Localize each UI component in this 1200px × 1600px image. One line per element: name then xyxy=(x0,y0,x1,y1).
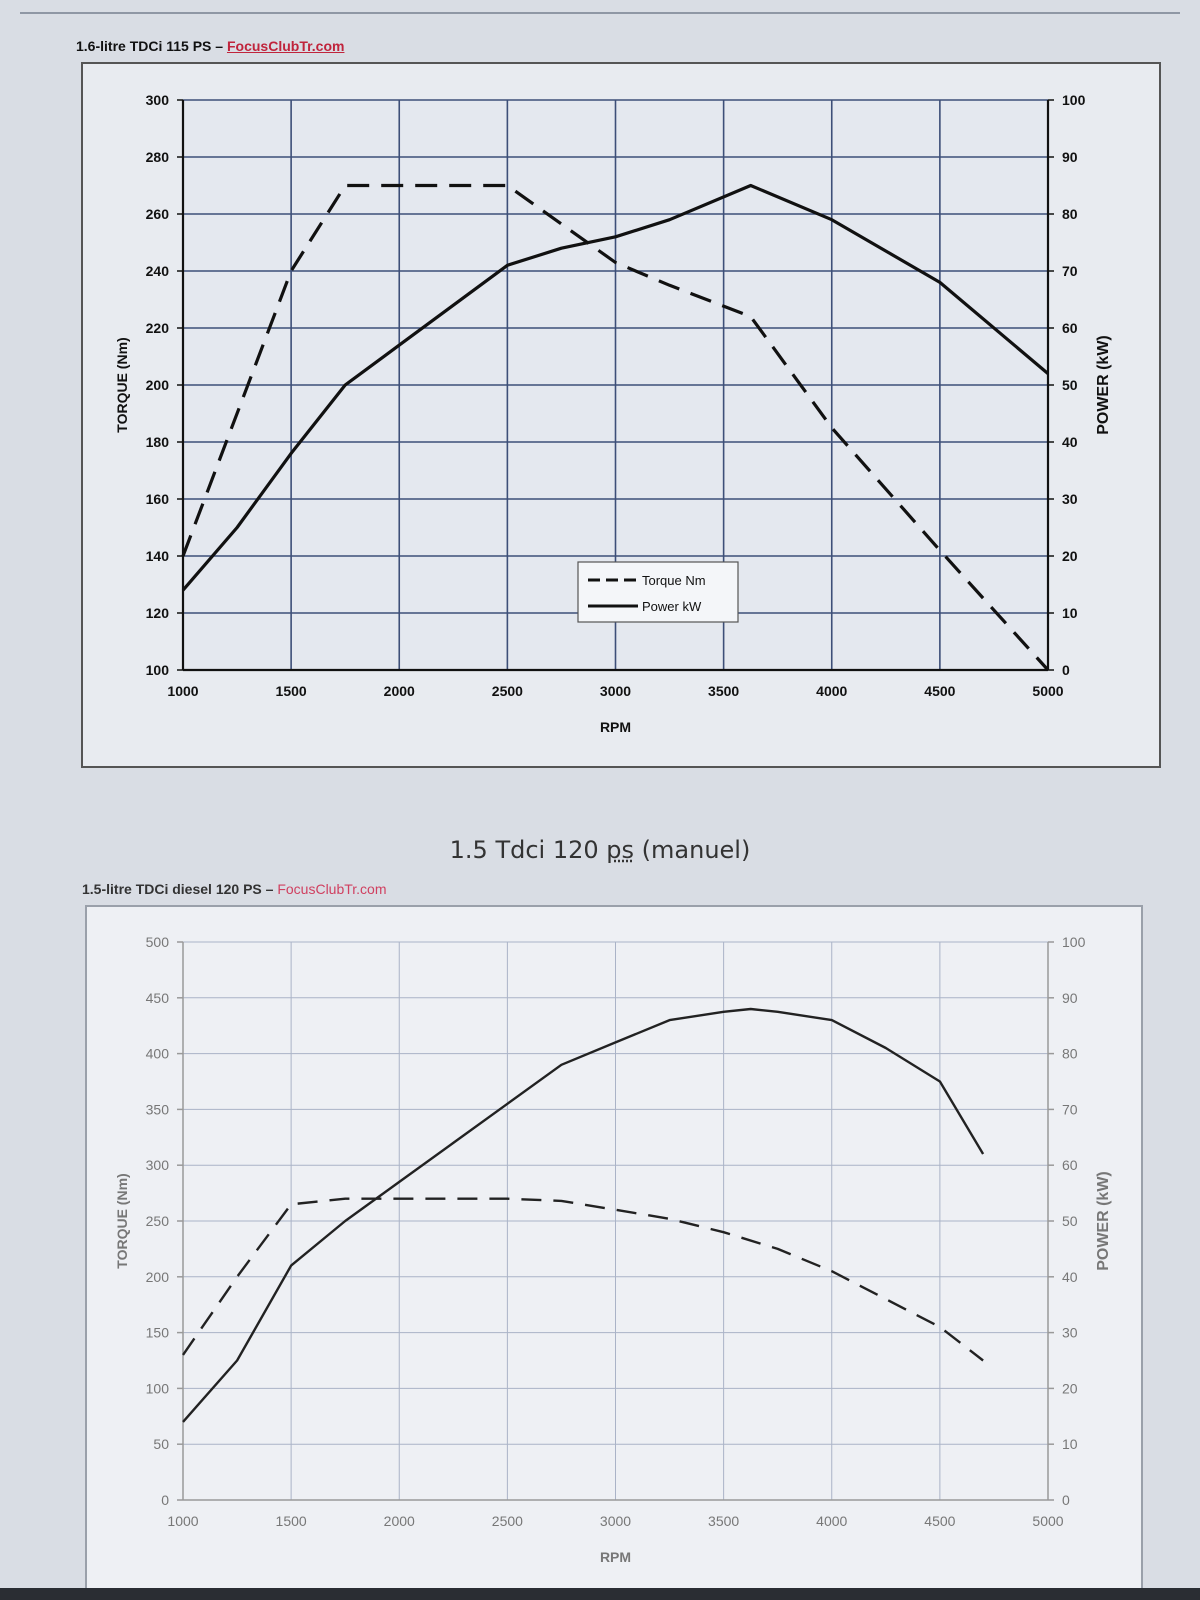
y2-tick-label: 20 xyxy=(1062,1380,1078,1396)
y-tick-label: 120 xyxy=(146,605,170,621)
chart1-source-link[interactable]: FocusClubTr.com xyxy=(226,38,345,54)
y-tick-label: 450 xyxy=(146,990,170,1006)
y2-tick-label: 30 xyxy=(1062,491,1078,507)
x-tick-label: 3000 xyxy=(600,1513,631,1529)
y-tick-label: 400 xyxy=(146,1046,170,1062)
y2-tick-label: 10 xyxy=(1062,605,1078,621)
y-tick-label: 0 xyxy=(161,1492,169,1508)
x-tick-label: 3000 xyxy=(600,683,631,699)
x-tick-label: 4500 xyxy=(924,1513,955,1529)
caption-rest: (manuel) xyxy=(634,836,751,864)
y2-tick-label: 10 xyxy=(1062,1436,1078,1452)
y2-tick-label: 100 xyxy=(1062,92,1086,108)
y-tick-label: 350 xyxy=(146,1101,170,1117)
y2-tick-label: 90 xyxy=(1062,990,1078,1006)
x-tick-label: 4000 xyxy=(816,1513,847,1529)
caption-ps: ps xyxy=(606,836,635,864)
y2-tick-label: 60 xyxy=(1062,320,1078,336)
screen-bezel xyxy=(0,1588,1200,1600)
legend-power-label: Power kW xyxy=(642,599,702,614)
x-tick-label: 4000 xyxy=(816,683,847,699)
chart1-heading: 1.6-litre TDCi 115 PS – FocusClubTr.com xyxy=(76,38,344,54)
y2-tick-label: 40 xyxy=(1062,434,1078,450)
x-tick-label: 2500 xyxy=(492,1513,523,1529)
x-tick-label: 2500 xyxy=(492,683,523,699)
y-tick-label: 180 xyxy=(146,434,170,450)
page-divider xyxy=(20,12,1180,14)
torque-series-line xyxy=(181,183,1050,672)
y-tick-label: 100 xyxy=(146,662,170,678)
x-tick-label: 1500 xyxy=(276,683,307,699)
x-axis-title: RPM xyxy=(600,719,631,735)
y-tick-label: 300 xyxy=(146,92,170,108)
y2-tick-label: 0 xyxy=(1062,1492,1070,1508)
y-tick-label: 200 xyxy=(146,377,170,393)
chart1-heading-text: 1.6-litre TDCi 115 PS xyxy=(76,38,212,54)
y-tick-label: 140 xyxy=(146,548,170,564)
y-tick-label: 50 xyxy=(153,1436,169,1452)
x-tick-label: 1000 xyxy=(167,1513,198,1529)
power-series-line xyxy=(182,1007,985,1423)
x-tick-label: 1500 xyxy=(276,1513,307,1529)
y-tick-label: 500 xyxy=(146,934,170,950)
y2-tick-label: 70 xyxy=(1062,1101,1078,1117)
y-tick-label: 300 xyxy=(146,1157,170,1173)
y-tick-label: 160 xyxy=(146,491,170,507)
x-tick-label: 2000 xyxy=(384,683,415,699)
y-tick-label: 280 xyxy=(146,149,170,165)
y2-tick-label: 90 xyxy=(1062,149,1078,165)
y2-tick-label: 50 xyxy=(1062,1213,1078,1229)
power-series-line xyxy=(181,183,1050,592)
y-axis-title: TORQUE (Nm) xyxy=(114,1173,130,1268)
y2-tick-label: 40 xyxy=(1062,1269,1078,1285)
y2-tick-label: 30 xyxy=(1062,1325,1078,1341)
y2-tick-label: 80 xyxy=(1062,206,1078,222)
x-tick-label: 5000 xyxy=(1032,683,1063,699)
x-tick-label: 2000 xyxy=(384,1513,415,1529)
y2-tick-label: 70 xyxy=(1062,263,1078,279)
chart1-svg: 1000 1500 2000 2500 3000 3500 4000 4500 50001001… xyxy=(114,92,1112,735)
y-axis-title: TORQUE (Nm) xyxy=(114,337,130,432)
y2-tick-label: 0 xyxy=(1062,662,1070,678)
y2-axis-title: POWER (kW) xyxy=(1095,1171,1112,1271)
legend-box xyxy=(577,561,739,623)
chart2-heading-text: 1.5-litre TDCi diesel 120 PS xyxy=(82,881,262,897)
chart2-heading-dash: – xyxy=(261,881,278,897)
y-tick-label: 150 xyxy=(146,1325,170,1341)
torque-series-line xyxy=(182,1197,984,1362)
x-tick-label: 4500 xyxy=(924,683,955,699)
section-caption: 1.5 Tdci 120 ps (manuel) xyxy=(0,836,1200,864)
x-tick-label: 1000 xyxy=(167,683,198,699)
y-tick-label: 240 xyxy=(146,263,170,279)
y2-axis-title: POWER (kW) xyxy=(1095,335,1112,435)
y2-tick-label: 100 xyxy=(1062,934,1086,950)
x-tick-label: 3500 xyxy=(708,683,739,699)
x-tick-label: 3500 xyxy=(708,1513,739,1529)
y2-tick-label: 50 xyxy=(1062,377,1078,393)
chart1-heading-dash: – xyxy=(211,38,227,54)
y-tick-label: 200 xyxy=(146,1269,170,1285)
y-tick-label: 100 xyxy=(146,1380,170,1396)
chart2-source-link[interactable]: FocusClubTr.com xyxy=(277,881,387,897)
caption-text: 1.5 Tdci 120 xyxy=(449,836,607,864)
y2-tick-label: 80 xyxy=(1062,1046,1078,1062)
y2-tick-label: 60 xyxy=(1062,1157,1078,1173)
y-tick-label: 250 xyxy=(146,1213,170,1229)
chart2-heading: 1.5-litre TDCi diesel 120 PS – FocusClub… xyxy=(82,881,387,897)
y-tick-label: 260 xyxy=(146,206,170,222)
x-tick-label: 5000 xyxy=(1032,1513,1063,1529)
y2-tick-label: 20 xyxy=(1062,548,1078,564)
y-tick-label: 220 xyxy=(146,320,170,336)
x-axis-title: RPM xyxy=(600,1549,631,1565)
legend-torque-label: Torque Nm xyxy=(642,573,706,588)
